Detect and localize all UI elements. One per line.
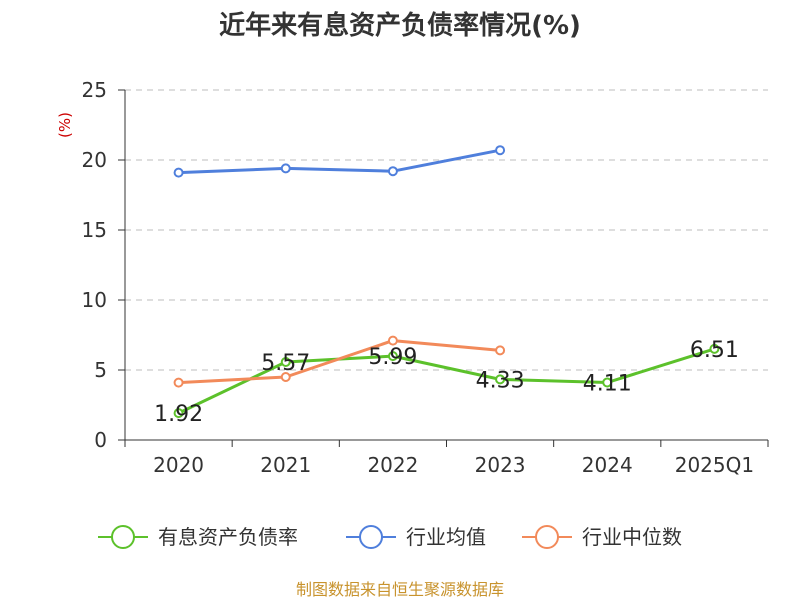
data-label: 4.33 — [476, 368, 525, 393]
x-tick-label: 2020 — [153, 453, 204, 477]
y-axis-unit: (%) — [56, 112, 74, 138]
data-point — [387, 351, 398, 362]
data-labels: 1.92 5.57 5.99 4.33 4.11 6.51 — [154, 338, 739, 427]
data-point — [280, 163, 291, 174]
source-note: 制图数据来自恒生聚源数据库 — [296, 580, 504, 599]
data-point — [495, 145, 506, 156]
gridlines — [125, 89, 768, 371]
data-point — [280, 357, 291, 368]
data-label: 6.51 — [690, 338, 739, 363]
data-label: 1.92 — [154, 402, 203, 427]
y-tick-label: 5 — [94, 358, 107, 382]
axes — [118, 89, 769, 447]
data-point — [173, 167, 184, 178]
data-label: 5.99 — [368, 345, 417, 370]
data-label: 5.57 — [261, 351, 310, 376]
series-line-3 — [178, 339, 501, 385]
x-tick-labels: 2020 2021 2022 2023 2024 2025Q1 — [153, 453, 754, 477]
data-point — [495, 374, 506, 385]
y-tick-label: 10 — [82, 288, 107, 312]
series-line-1 — [177, 347, 715, 415]
legend[interactable]: 有息资产负债率 行业均值 行业中位数 — [98, 525, 682, 549]
data-point — [387, 166, 398, 177]
data-point — [387, 335, 398, 346]
legend-swatch-marker — [111, 525, 135, 549]
series-group — [173, 145, 720, 419]
y-tick-label: 25 — [82, 78, 107, 102]
legend-item-1[interactable]: 有息资产负债率 — [98, 525, 298, 549]
x-tick-label: 2024 — [582, 453, 633, 477]
y-tick-label: 15 — [82, 218, 107, 242]
legend-label: 有息资产负债率 — [158, 525, 298, 549]
y-tick-labels: 0 5 10 15 20 25 — [82, 78, 107, 452]
x-tick-label: 2023 — [475, 453, 526, 477]
chart-title: 近年来有息资产负债率情况(%) — [219, 10, 581, 41]
x-tick-label: 2021 — [260, 453, 311, 477]
data-point — [173, 408, 184, 419]
x-tick-label: 2022 — [367, 453, 418, 477]
data-label: 4.11 — [583, 371, 632, 396]
legend-swatch-marker — [535, 525, 559, 549]
x-tick-label: 2025Q1 — [675, 453, 754, 477]
data-point — [602, 377, 613, 388]
legend-item-3[interactable]: 行业中位数 — [522, 525, 682, 549]
legend-label: 行业均值 — [406, 525, 486, 549]
data-point — [709, 343, 720, 354]
data-point — [280, 372, 291, 382]
legend-swatch-marker — [359, 525, 383, 549]
y-tick-label: 0 — [94, 428, 107, 452]
data-point — [495, 345, 506, 356]
series-line-2 — [178, 148, 501, 175]
y-tick-label: 20 — [82, 148, 107, 172]
data-point — [173, 377, 184, 388]
legend-item-2[interactable]: 行业均值 — [346, 525, 486, 549]
legend-label: 行业中位数 — [582, 525, 682, 549]
